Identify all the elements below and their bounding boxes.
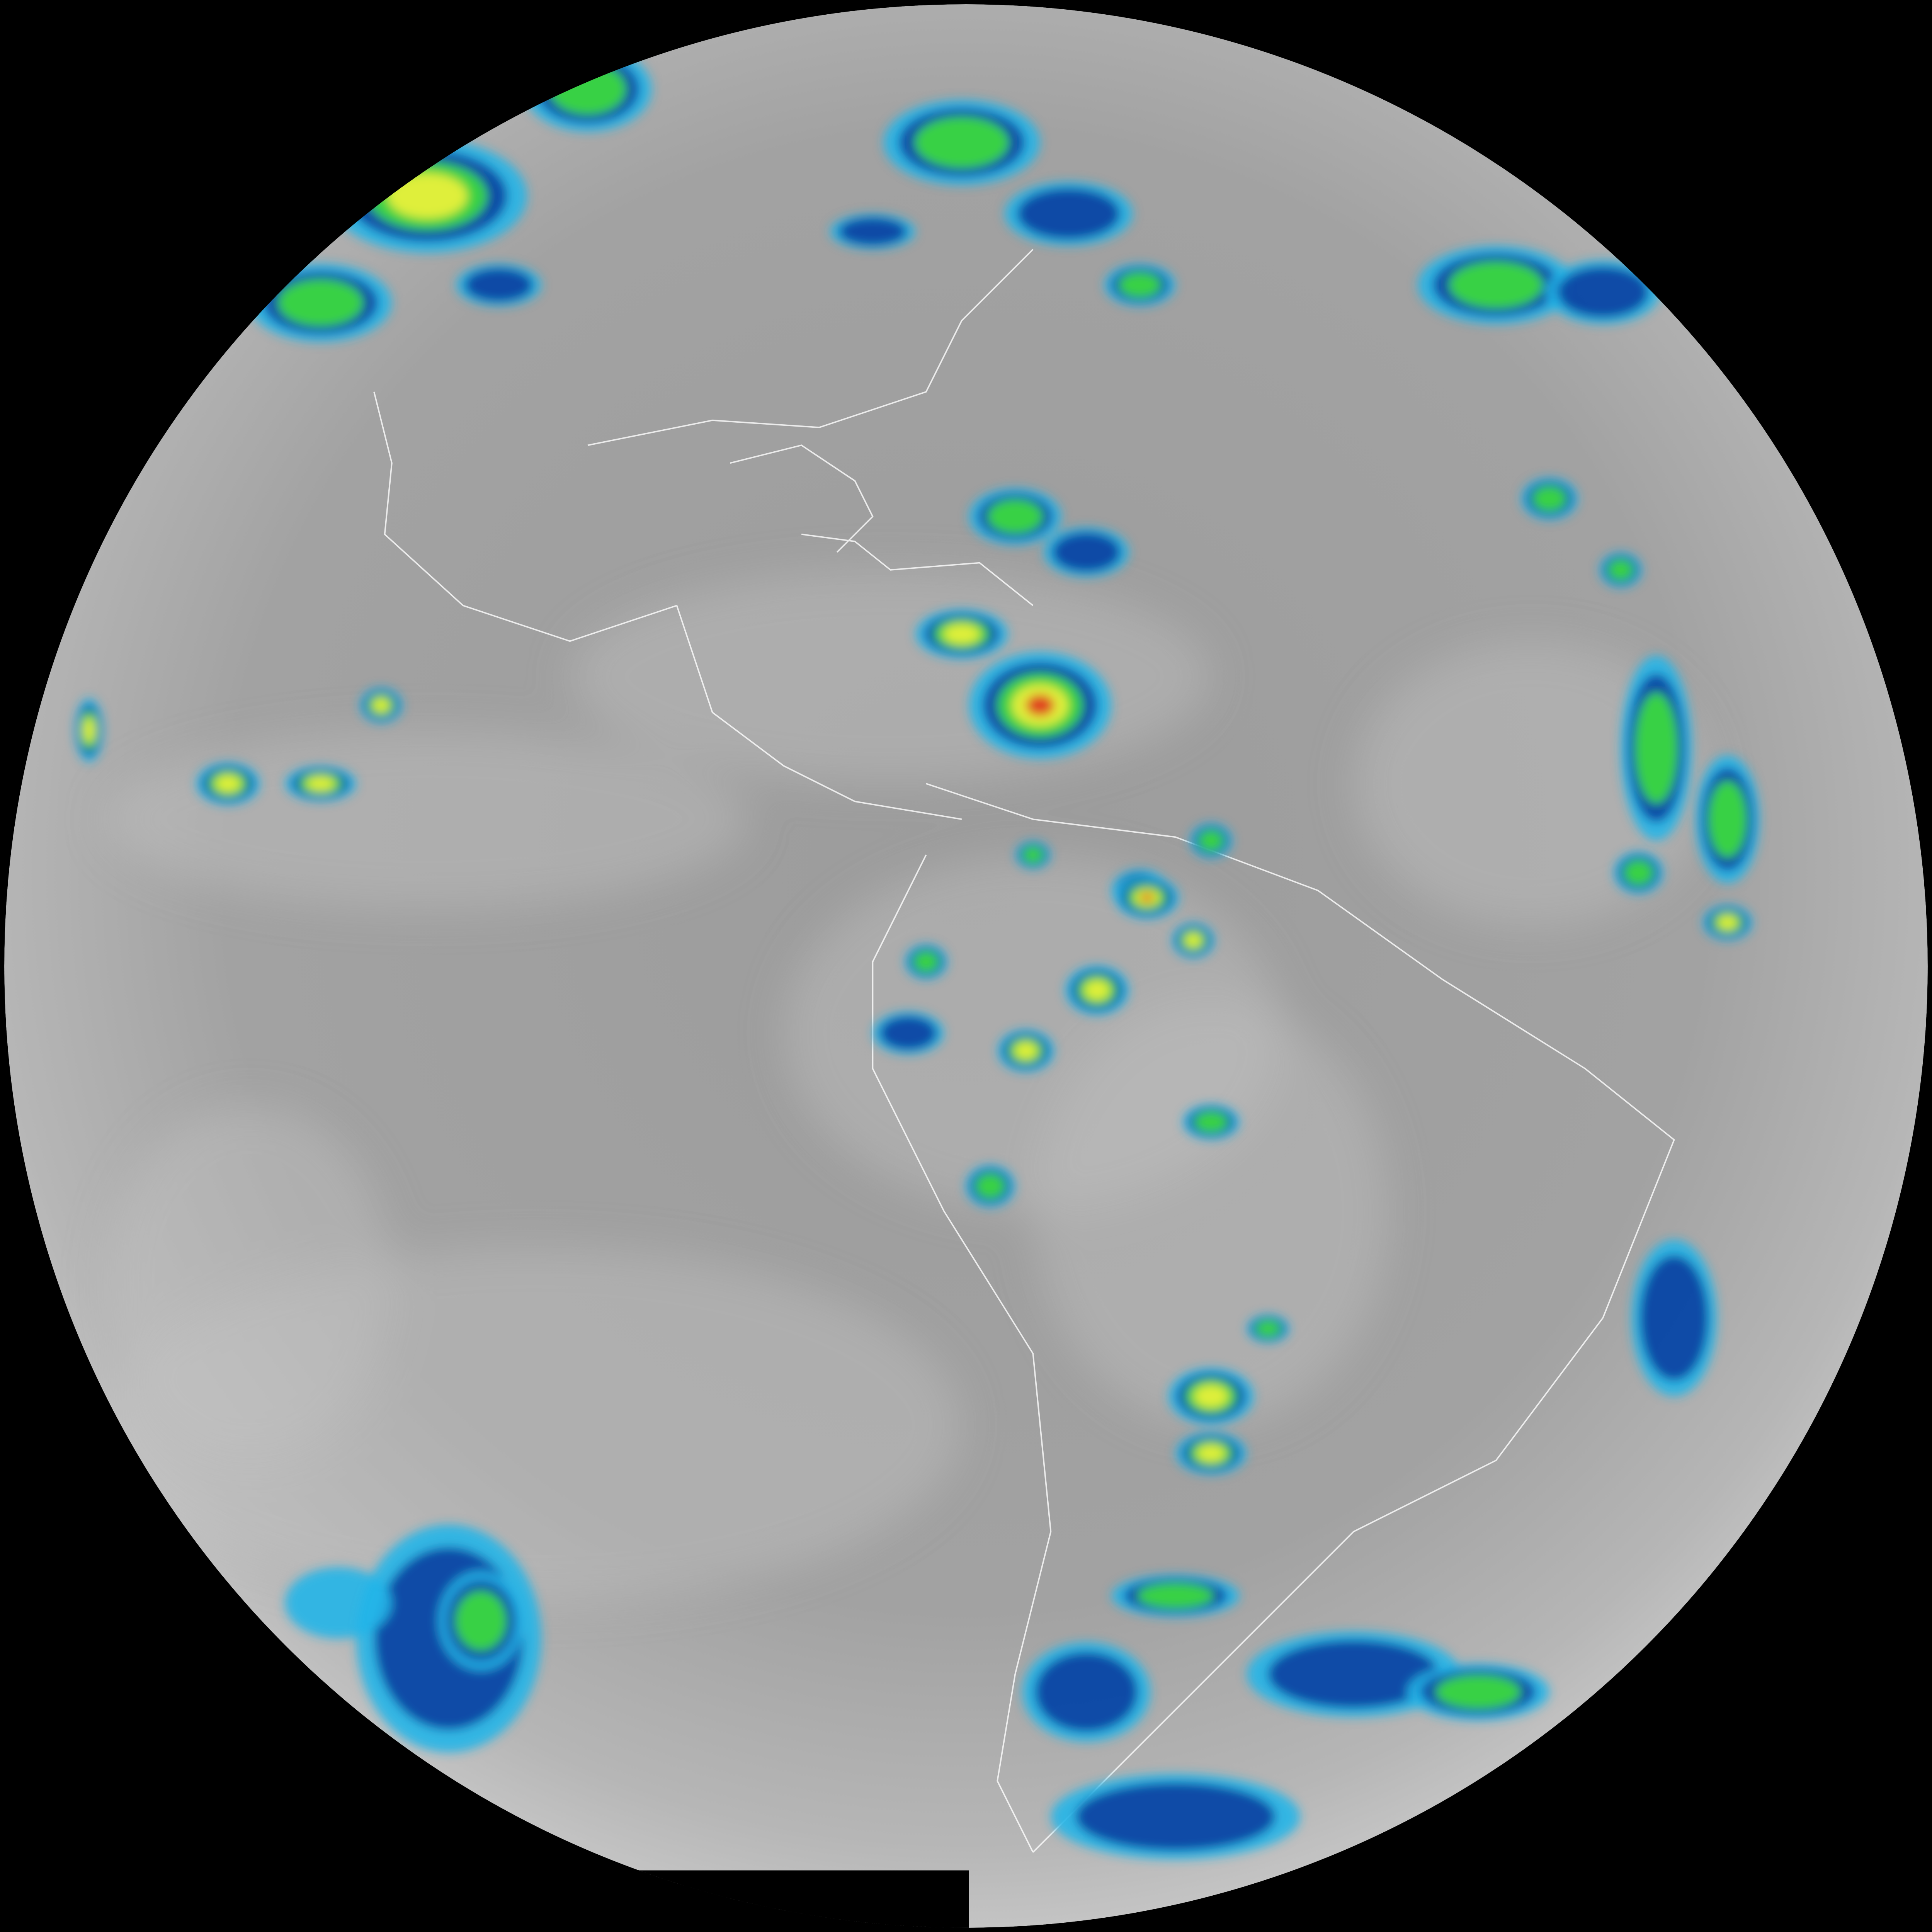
cloud-top-cluster xyxy=(915,117,1009,168)
cloud-top-cluster xyxy=(1194,1385,1228,1408)
coastline-path xyxy=(926,783,1675,1853)
cloud-haze xyxy=(1033,997,1389,1425)
cloud-top-cluster xyxy=(838,217,907,246)
cloud-top-cluster xyxy=(83,717,95,743)
cloud-top-cluster xyxy=(387,173,468,219)
cloud-top-cluster xyxy=(1026,694,1054,716)
cloud-top-cluster xyxy=(1608,559,1634,581)
cloud-haze-layer xyxy=(107,570,1710,1603)
cloud-haze xyxy=(570,570,1211,784)
cloud-top-cluster xyxy=(306,776,335,791)
cloud-top-cluster xyxy=(455,1590,507,1651)
cloud-top-cluster xyxy=(1557,266,1649,318)
coastline-path xyxy=(872,854,1052,1853)
cloud-haze xyxy=(107,1104,392,1461)
cloud-top-cluster xyxy=(1532,486,1567,512)
cloud-top-cluster xyxy=(464,268,533,302)
cloud-top-cluster xyxy=(1635,692,1678,804)
cloud-top-cluster xyxy=(372,698,390,713)
cloud-top-cluster xyxy=(1022,846,1044,864)
cloud-top-cluster xyxy=(1137,1583,1214,1609)
cloud-top-cluster xyxy=(1052,532,1121,572)
coastline-path xyxy=(373,391,677,642)
cloud-top-cluster xyxy=(1708,781,1747,858)
cloud-top-cluster xyxy=(1435,1675,1521,1709)
cloud-top-cluster xyxy=(987,499,1043,534)
coastline-outline xyxy=(373,248,1675,1853)
cloud-top-cluster xyxy=(1035,1652,1138,1732)
cloud-haze xyxy=(1353,641,1710,926)
cloud-top-cluster xyxy=(1449,261,1543,309)
cloud-top-cluster xyxy=(1014,1042,1037,1060)
cloud-top-cluster xyxy=(1198,830,1224,852)
coastline-path xyxy=(587,248,1034,446)
coastline-path xyxy=(676,605,962,820)
cloud-top-cluster xyxy=(1017,188,1120,240)
coastline-path xyxy=(801,533,1034,606)
cloud-top-cluster xyxy=(215,775,241,793)
cloud-top-cluster xyxy=(943,624,980,644)
cloud-top-cluster xyxy=(549,63,626,115)
cloud-top-cluster xyxy=(285,1567,392,1639)
cloud-top-cluster xyxy=(1118,272,1162,298)
cloud-top-cluster xyxy=(1255,1320,1281,1337)
cloud-top-cluster xyxy=(879,1016,937,1050)
cloud-top-cluster xyxy=(1140,893,1153,902)
cloud-top-cluster xyxy=(913,951,939,973)
cloud-top-cluster xyxy=(975,1173,1005,1199)
cloud-top-cluster xyxy=(1640,1255,1709,1381)
cloud-top-cluster xyxy=(1084,980,1110,1000)
cloud-top-clusters xyxy=(75,46,1760,1859)
cloud-top-cluster xyxy=(1623,860,1654,886)
cloud-top-cluster xyxy=(1197,1444,1226,1462)
cloud-top-cluster xyxy=(1185,933,1202,948)
cloud-top-cluster xyxy=(1194,1111,1228,1133)
coastline-path xyxy=(730,444,874,553)
cloud-top-cluster xyxy=(142,1756,428,1842)
missing-data-gap xyxy=(618,1870,969,1928)
cloud-top-cluster xyxy=(1268,1640,1439,1709)
cloud-haze xyxy=(107,730,748,908)
cloud-top-cluster xyxy=(1075,1782,1276,1851)
cloud-top-cluster xyxy=(278,279,364,327)
cloud-top-cluster xyxy=(1718,915,1738,930)
